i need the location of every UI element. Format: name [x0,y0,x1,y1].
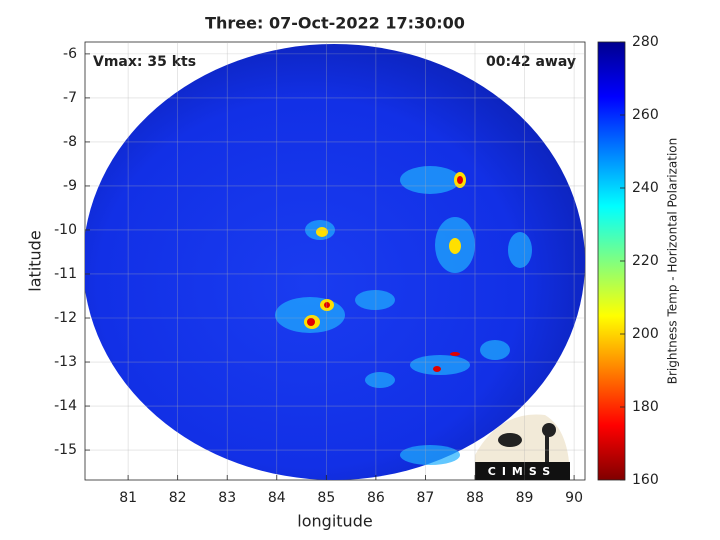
y-tick-label: -13 [54,354,77,370]
x-tick-label: 81 [119,490,137,506]
y-tick-label: -8 [63,134,77,150]
y-tick-label: -11 [54,266,77,282]
colorbar-tick-label: 160 [632,472,659,488]
colorbar-tick-label: 240 [632,180,659,196]
x-tick-label: 84 [268,490,286,506]
y-tick-label: -6 [63,46,77,62]
x-tick-label: 82 [169,490,187,506]
swath-image [85,44,585,480]
y-tick-label: -10 [54,222,77,238]
x-tick-label: 85 [317,490,335,506]
y-tick-label: -7 [63,90,77,106]
y-tick-label: -14 [54,398,77,414]
colorbar-tick-label: 260 [632,107,659,123]
y-tick-label: -15 [54,442,77,458]
x-axis-label: longitude [297,512,372,531]
colorbar-tick-label: 280 [632,34,659,50]
y-axis-label: latitude [26,230,45,291]
logo-text: CIMSS [488,465,556,478]
annotation: 00:42 away [486,54,576,70]
annotation: Vmax: 35 kts [93,54,196,70]
colorbar-tick-label: 200 [632,326,659,342]
x-tick-label: 90 [565,490,583,506]
chart-title: Three: 07-Oct-2022 17:30:00 [205,14,465,33]
x-tick-label: 86 [367,490,385,506]
y-tick-label: -9 [63,178,77,194]
x-tick-label: 88 [466,490,484,506]
y-tick-label: -12 [54,310,77,326]
colorbar-tick-label: 180 [632,399,659,415]
x-tick-label: 83 [218,490,236,506]
x-tick-label: 89 [516,490,534,506]
cimss-logo: CIMSS [475,414,570,480]
colorbar-tick-label: 220 [632,253,659,269]
x-tick-label: 87 [417,490,435,506]
colorbar-label: Brightness Temp - Horizontal Polarizatio… [666,138,680,385]
